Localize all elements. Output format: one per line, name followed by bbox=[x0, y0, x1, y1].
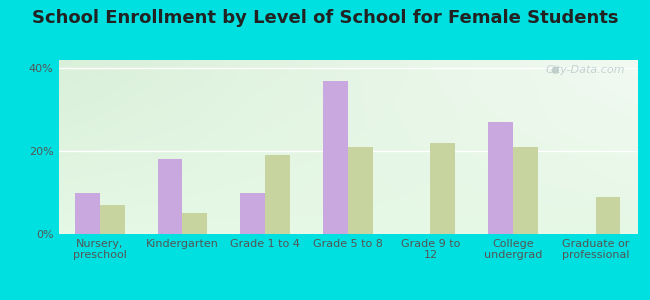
Bar bbox=[430, 143, 455, 234]
Text: City-Data.com: City-Data.com bbox=[546, 65, 625, 75]
Bar bbox=[323, 81, 348, 234]
Bar bbox=[100, 205, 125, 234]
Bar bbox=[513, 147, 538, 234]
Bar bbox=[240, 193, 265, 234]
Bar bbox=[183, 213, 207, 234]
Bar bbox=[265, 155, 290, 234]
Bar bbox=[348, 147, 372, 234]
Bar bbox=[75, 193, 100, 234]
Bar bbox=[158, 159, 183, 234]
Text: ●: ● bbox=[551, 65, 559, 75]
Bar bbox=[488, 122, 513, 234]
Bar bbox=[595, 197, 621, 234]
Text: School Enrollment by Level of School for Female Students: School Enrollment by Level of School for… bbox=[32, 9, 618, 27]
